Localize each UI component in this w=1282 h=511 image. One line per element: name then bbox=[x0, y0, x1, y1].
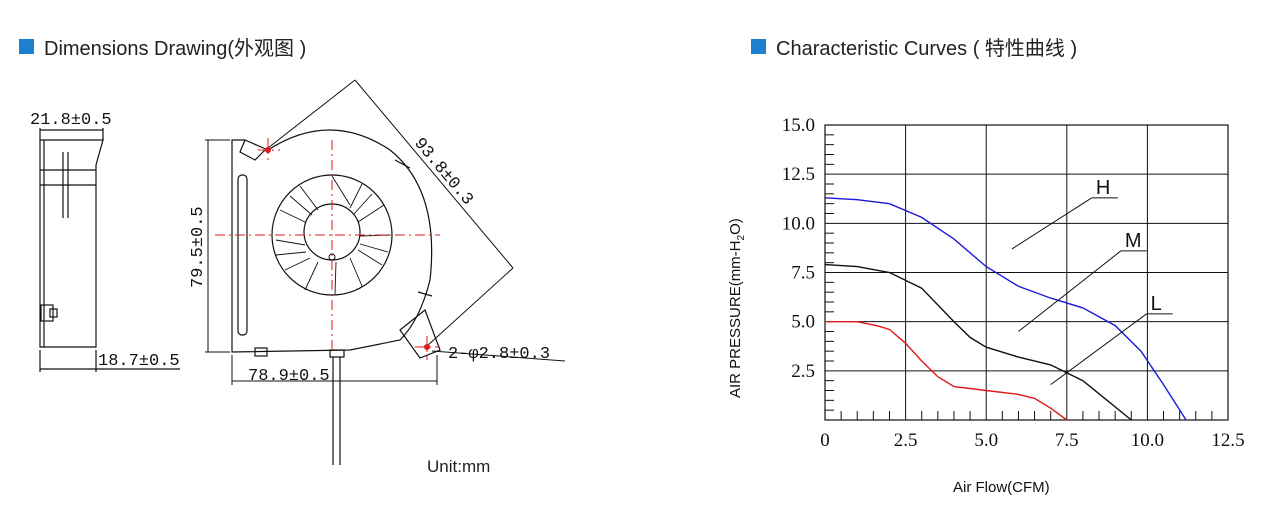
x-tick-label: 10.0 bbox=[1131, 430, 1164, 451]
y-tick-label: 10.0 bbox=[782, 213, 815, 234]
dimensions-title-text: Dimensions Drawing(外观图 ) bbox=[44, 38, 307, 60]
y-tick-labels: 2.5 5.0 7.5 10.0 12.5 15.0 bbox=[782, 115, 815, 382]
unit-label: Unit:mm bbox=[427, 457, 490, 476]
x-tick-label: 12.5 bbox=[1211, 430, 1244, 451]
series-H-line bbox=[824, 197, 1187, 421]
dimensions-drawing: 21.8±0.5 18.7±0.5 79.5±0.5 93.8±0.3 78.9… bbox=[30, 79, 566, 476]
series-M-line bbox=[824, 263, 1132, 421]
series-lines bbox=[824, 197, 1187, 421]
x-tick-label: 2.5 bbox=[894, 430, 918, 451]
dim-diagonal: 93.8±0.3 bbox=[409, 135, 476, 210]
mount-hole-bottom bbox=[424, 344, 430, 350]
y-tick-label: 12.5 bbox=[782, 164, 815, 185]
y-tick-label: 7.5 bbox=[791, 263, 815, 284]
section-marker-icon bbox=[751, 39, 766, 54]
front-view bbox=[231, 129, 441, 465]
x-tick-labels: 0 2.5 5.0 7.5 10.0 12.5 bbox=[820, 430, 1244, 451]
dim-bottom-width: 78.9±0.5 bbox=[248, 367, 330, 386]
series-L-leader bbox=[1050, 313, 1147, 386]
x-tick-label: 0 bbox=[820, 430, 830, 451]
y-tick-label: 5.0 bbox=[791, 312, 815, 333]
side-view bbox=[39, 128, 180, 372]
series-H-label: H bbox=[1096, 177, 1110, 199]
series-L-line bbox=[825, 321, 1068, 421]
series-M-leader bbox=[1018, 250, 1122, 332]
chart-grid bbox=[824, 124, 1229, 420]
dim-height: 79.5±0.5 bbox=[189, 206, 208, 288]
curves-title-text: Characteristic Curves ( 特性曲线 ) bbox=[776, 38, 1078, 60]
front-dimension-lines bbox=[205, 79, 566, 385]
x-tick-label: 5.0 bbox=[974, 430, 998, 451]
y-tick-label: 2.5 bbox=[791, 361, 815, 382]
plot-frame bbox=[824, 124, 1229, 421]
series-L-label: L bbox=[1151, 293, 1162, 315]
y-axis-label: AIR PRESSURE(mm-H2O) bbox=[727, 218, 747, 398]
dim-width-side: 21.8±0.5 bbox=[30, 111, 112, 130]
y-tick-label: 15.0 bbox=[782, 115, 815, 136]
series-labels: H M L bbox=[1011, 177, 1173, 386]
x-axis-label: Air Flow(CFM) bbox=[953, 479, 1050, 496]
series-H-leader bbox=[1011, 197, 1093, 250]
hub-center bbox=[328, 253, 336, 261]
dim-base-side: 18.7±0.5 bbox=[98, 352, 180, 371]
chart-minor-ticks bbox=[825, 134, 1213, 420]
mount-hole-top bbox=[265, 147, 271, 153]
section-marker-icon bbox=[19, 39, 34, 54]
centerlines bbox=[215, 138, 440, 360]
dimensions-section-title: Dimensions Drawing(外观图 ) bbox=[19, 32, 306, 61]
x-tick-label: 7.5 bbox=[1055, 430, 1079, 451]
dim-holes: 2-φ2.8±0.3 bbox=[448, 345, 550, 364]
characteristic-curves-chart: 2.5 5.0 7.5 10.0 12.5 15.0 0 2.5 5.0 7.5 10.0 12.5… bbox=[727, 115, 1245, 496]
fan-blades bbox=[275, 175, 391, 295]
series-M-label: M bbox=[1125, 230, 1142, 252]
curves-section-title: Characteristic Curves ( 特性曲线 ) bbox=[751, 32, 1077, 61]
